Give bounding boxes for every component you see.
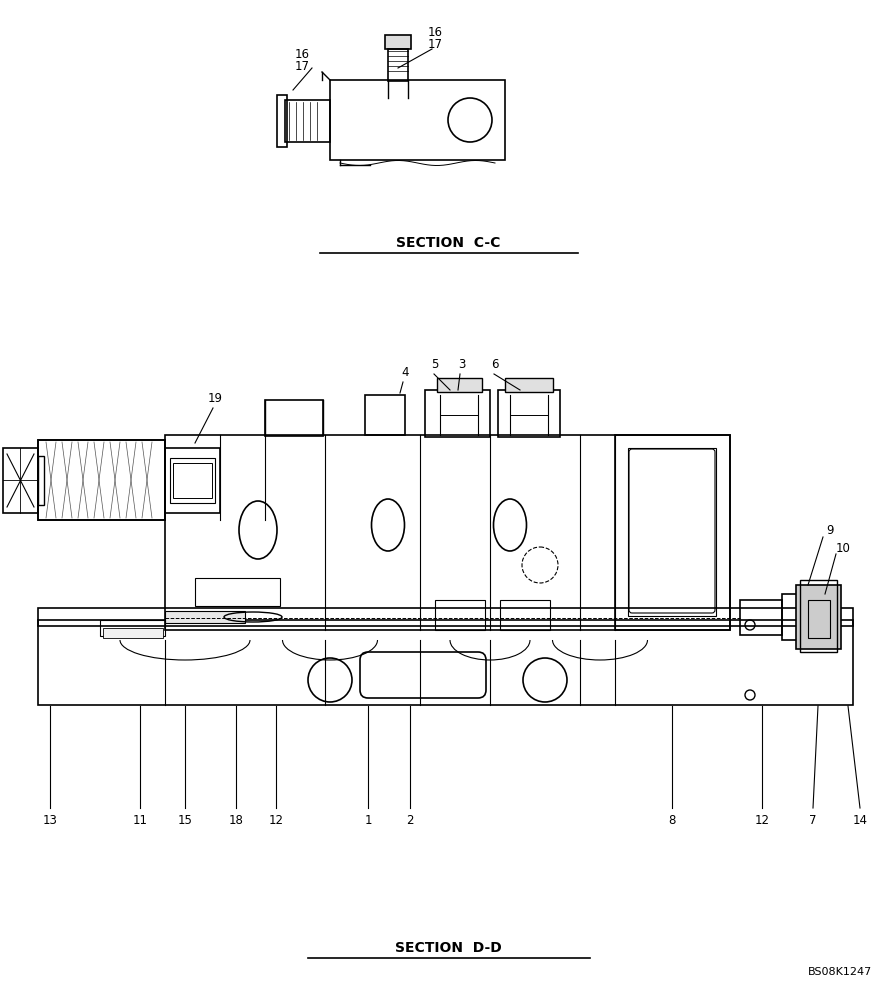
Bar	[437, 378, 482, 392]
Text: 11: 11	[133, 814, 148, 826]
Bar	[615, 435, 730, 630]
Text: 13: 13	[43, 814, 57, 826]
Bar	[808, 600, 830, 638]
Text: 4: 4	[401, 366, 409, 379]
Bar	[796, 585, 841, 649]
Bar	[800, 580, 837, 652]
Text: 9: 9	[826, 524, 834, 536]
Bar	[165, 448, 220, 513]
Text: SECTION  D-D: SECTION D-D	[394, 941, 502, 955]
Text: 16: 16	[295, 48, 309, 62]
Text: 12: 12	[269, 814, 283, 826]
Bar	[265, 400, 323, 436]
Bar	[435, 600, 485, 630]
Text: 7: 7	[809, 814, 817, 826]
Text: 18: 18	[228, 814, 244, 826]
Text: 19: 19	[208, 391, 222, 404]
Bar	[385, 35, 411, 49]
Bar	[38, 608, 853, 626]
Text: SECTION  C-C: SECTION C-C	[396, 236, 500, 250]
Text: 10: 10	[836, 542, 850, 554]
Bar	[38, 456, 44, 505]
Text: 17: 17	[427, 37, 443, 50]
Text: BS08K1247: BS08K1247	[808, 967, 872, 977]
Bar	[170, 458, 215, 503]
Text: 6: 6	[491, 359, 499, 371]
Bar	[173, 463, 212, 498]
Bar	[330, 80, 505, 160]
Text: 1: 1	[365, 814, 372, 826]
Text: 14: 14	[852, 814, 867, 826]
Bar	[425, 390, 490, 437]
Bar	[388, 49, 408, 81]
Bar	[505, 378, 553, 392]
Bar	[103, 628, 163, 638]
Bar	[740, 600, 782, 635]
Text: 16: 16	[427, 25, 443, 38]
Bar	[277, 95, 287, 147]
Bar	[38, 440, 165, 520]
Bar	[628, 448, 716, 616]
Text: 3: 3	[459, 359, 466, 371]
Text: 8: 8	[668, 814, 676, 826]
Bar	[3, 448, 38, 513]
Bar	[165, 435, 730, 630]
Bar	[38, 620, 853, 705]
Bar	[498, 390, 560, 437]
Text: 5: 5	[431, 359, 439, 371]
Bar	[100, 620, 165, 636]
Text: 17: 17	[295, 60, 309, 74]
Bar	[38, 440, 165, 520]
Text: 2: 2	[406, 814, 414, 826]
Bar	[195, 578, 280, 606]
Bar	[165, 611, 245, 623]
Bar	[782, 594, 834, 640]
Text: 15: 15	[177, 814, 193, 826]
Text: 12: 12	[754, 814, 770, 826]
Bar	[285, 100, 330, 142]
Bar	[365, 395, 405, 435]
Bar	[500, 600, 550, 630]
